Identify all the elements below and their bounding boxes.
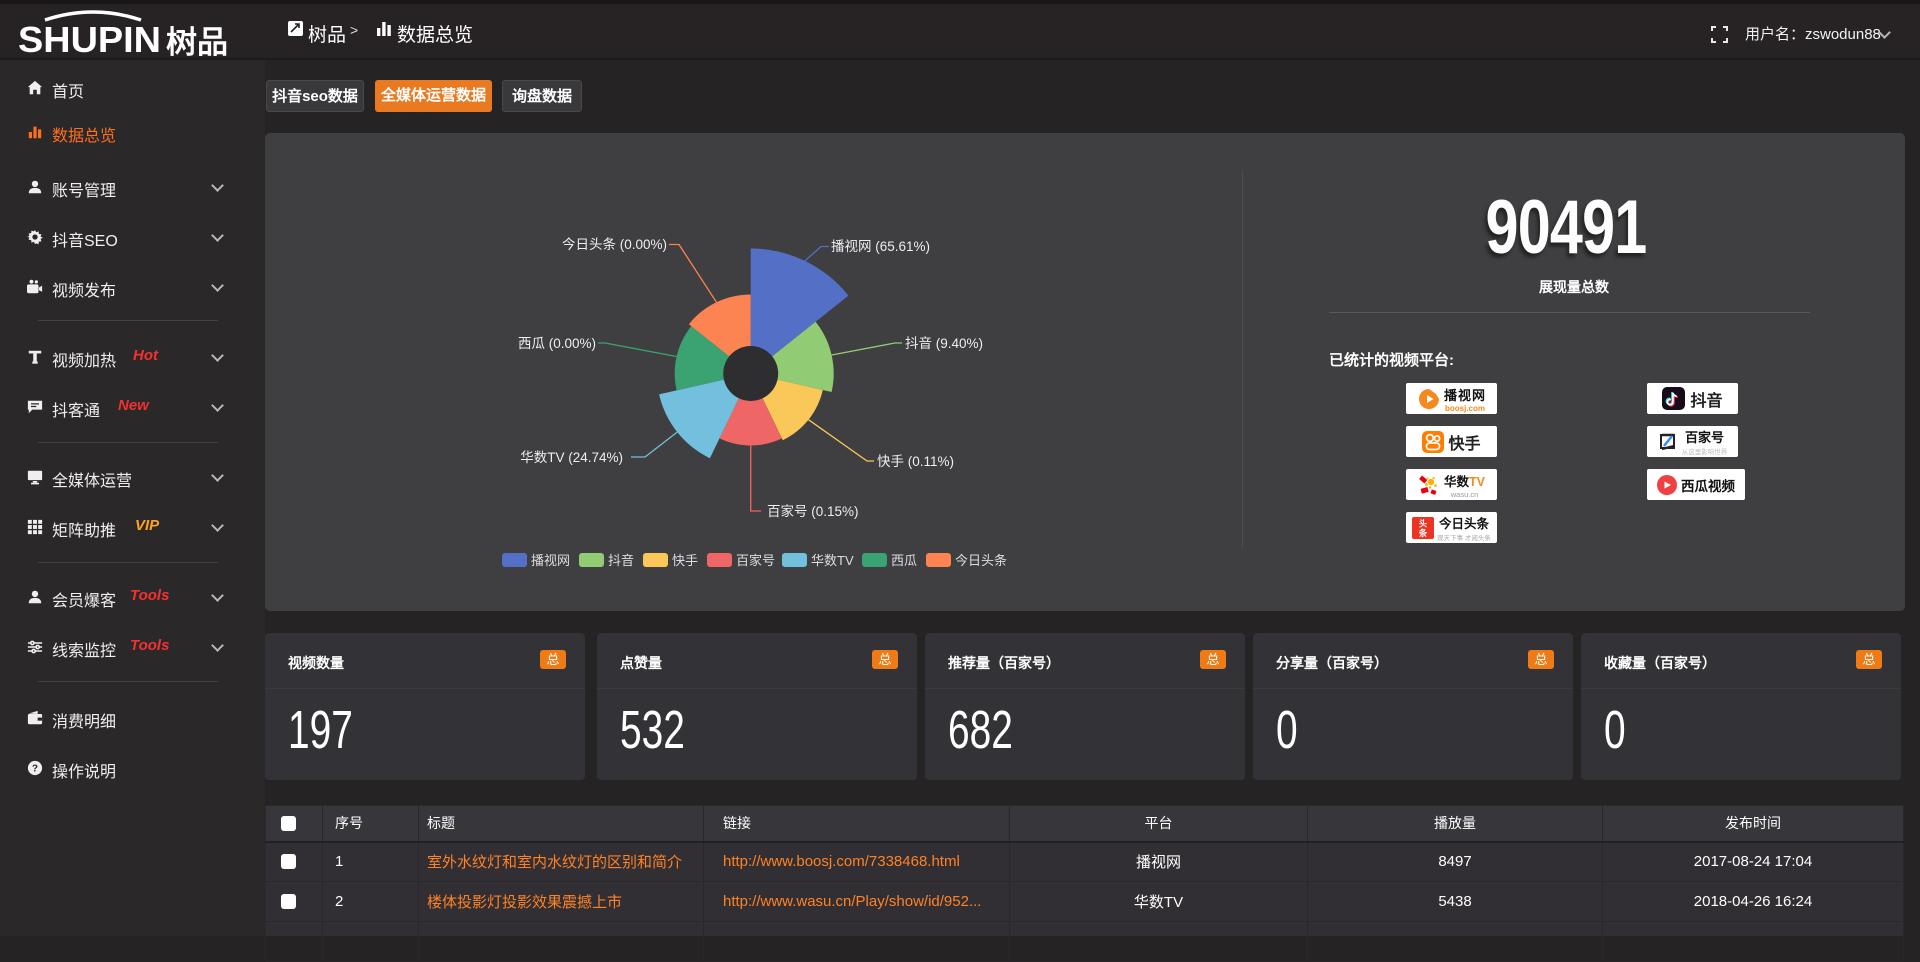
svg-text:抖音 (9.40%): 抖音 (9.40%) [905, 335, 983, 351]
svg-text:树品: 树品 [166, 25, 228, 58]
svg-text:华数TV (24.74%): 华数TV (24.74%) [520, 450, 623, 465]
svg-text:SHUPIN: SHUPIN [18, 19, 161, 58]
svg-text:条: 条 [1419, 528, 1428, 538]
svg-text:西瓜: 西瓜 [891, 553, 917, 568]
svg-text:播视网: 播视网 [531, 553, 570, 568]
svg-text:?: ? [32, 764, 38, 775]
svg-text:播视网 (65.61%): 播视网 (65.61%) [831, 239, 930, 254]
svg-text:头: 头 [1419, 518, 1428, 528]
svg-text:快手: 快手 [672, 553, 698, 568]
svg-text:百家号: 百家号 [736, 553, 775, 568]
svg-text:西瓜 (0.00%): 西瓜 (0.00%) [518, 336, 596, 351]
svg-text:百家号 (0.15%): 百家号 (0.15%) [767, 503, 859, 519]
svg-text:今日头条 (0.00%): 今日头条 (0.00%) [562, 236, 667, 252]
svg-text:快手 (0.11%): 快手 (0.11%) [877, 454, 954, 469]
svg-text:今日头条: 今日头条 [955, 553, 1007, 568]
svg-text:抖音: 抖音 [608, 553, 634, 568]
svg-text:华数TV: 华数TV [811, 553, 854, 568]
